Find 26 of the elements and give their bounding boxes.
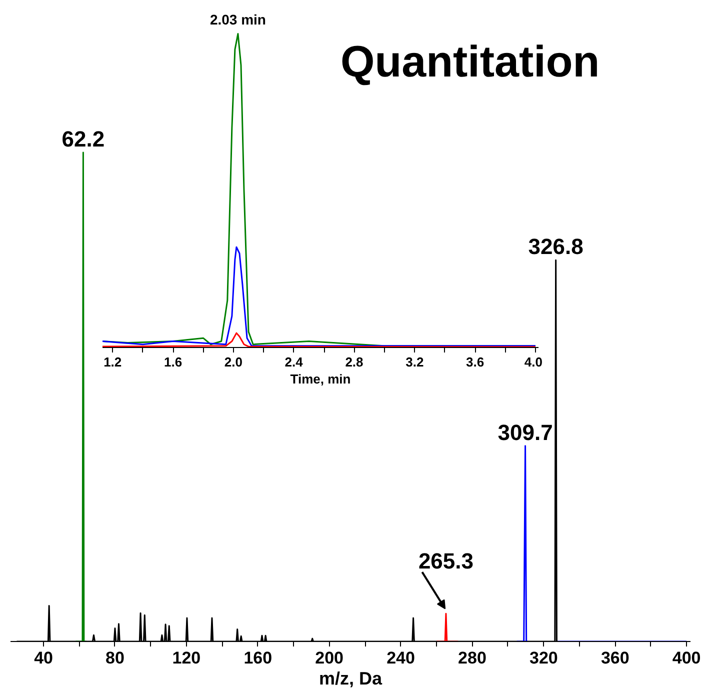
x-tick-label: 160	[244, 648, 272, 668]
x-tick-label: 200	[315, 648, 344, 668]
x-tick-label: 2.4	[284, 354, 304, 370]
x-tick-label: 40	[34, 648, 54, 668]
x-tick-label: 320	[529, 648, 558, 668]
x-tick-label: 3.6	[466, 354, 484, 370]
annotation: 326.8	[528, 234, 584, 260]
x-axis-title: Time, min	[290, 372, 351, 386]
x-tick-label: 280	[458, 648, 486, 668]
x-tick-label: 120	[172, 648, 201, 668]
x-tick-label: 2.8	[345, 354, 364, 370]
x-tick-label: 80	[106, 648, 124, 668]
annotation: 62.2	[62, 126, 105, 152]
annotation: 309.7	[498, 420, 553, 445]
chart-title: Quantitation	[340, 38, 600, 86]
x-tick-label: 240	[386, 648, 415, 668]
annotation: 265.3	[418, 548, 474, 574]
x-tick-label: 2.0	[224, 354, 242, 370]
x-tick-label: 1.6	[164, 354, 182, 370]
x-tick-label: 3.2	[406, 354, 424, 370]
annotation: 2.03 min	[210, 12, 266, 28]
x-axis-title: m/z, Da	[318, 668, 383, 688]
x-tick-label: 4.0	[524, 354, 543, 370]
x-tick-label: 360	[600, 648, 630, 668]
x-tick-label: 1.2	[104, 354, 122, 370]
x-tick-label: 400	[672, 648, 701, 668]
